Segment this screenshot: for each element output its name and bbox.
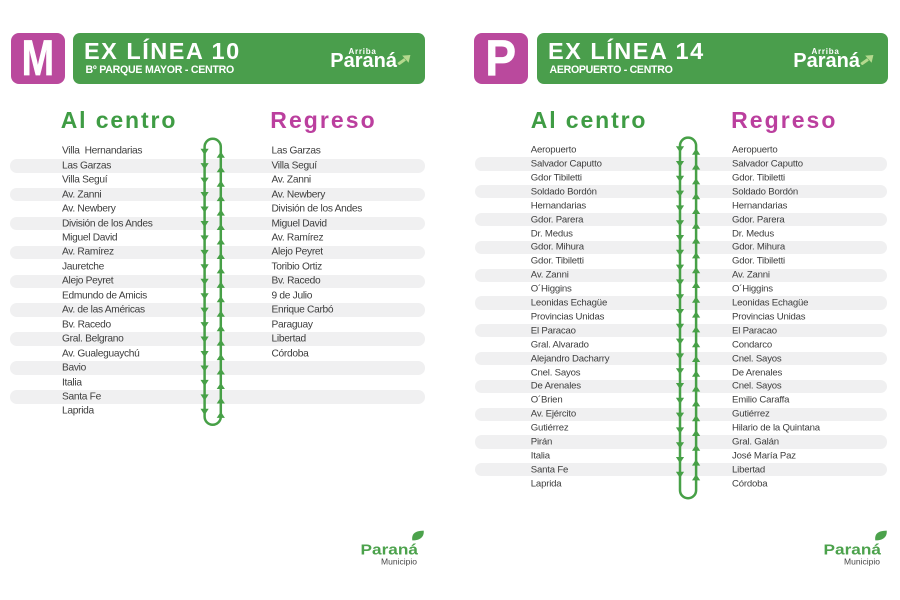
- svg-text:Paraná: Paraná: [361, 543, 420, 559]
- svg-text:Municipio: Municipio: [381, 558, 417, 567]
- svg-text:Paraná: Paraná: [824, 543, 883, 559]
- svg-text:Municipio: Municipio: [844, 558, 880, 567]
